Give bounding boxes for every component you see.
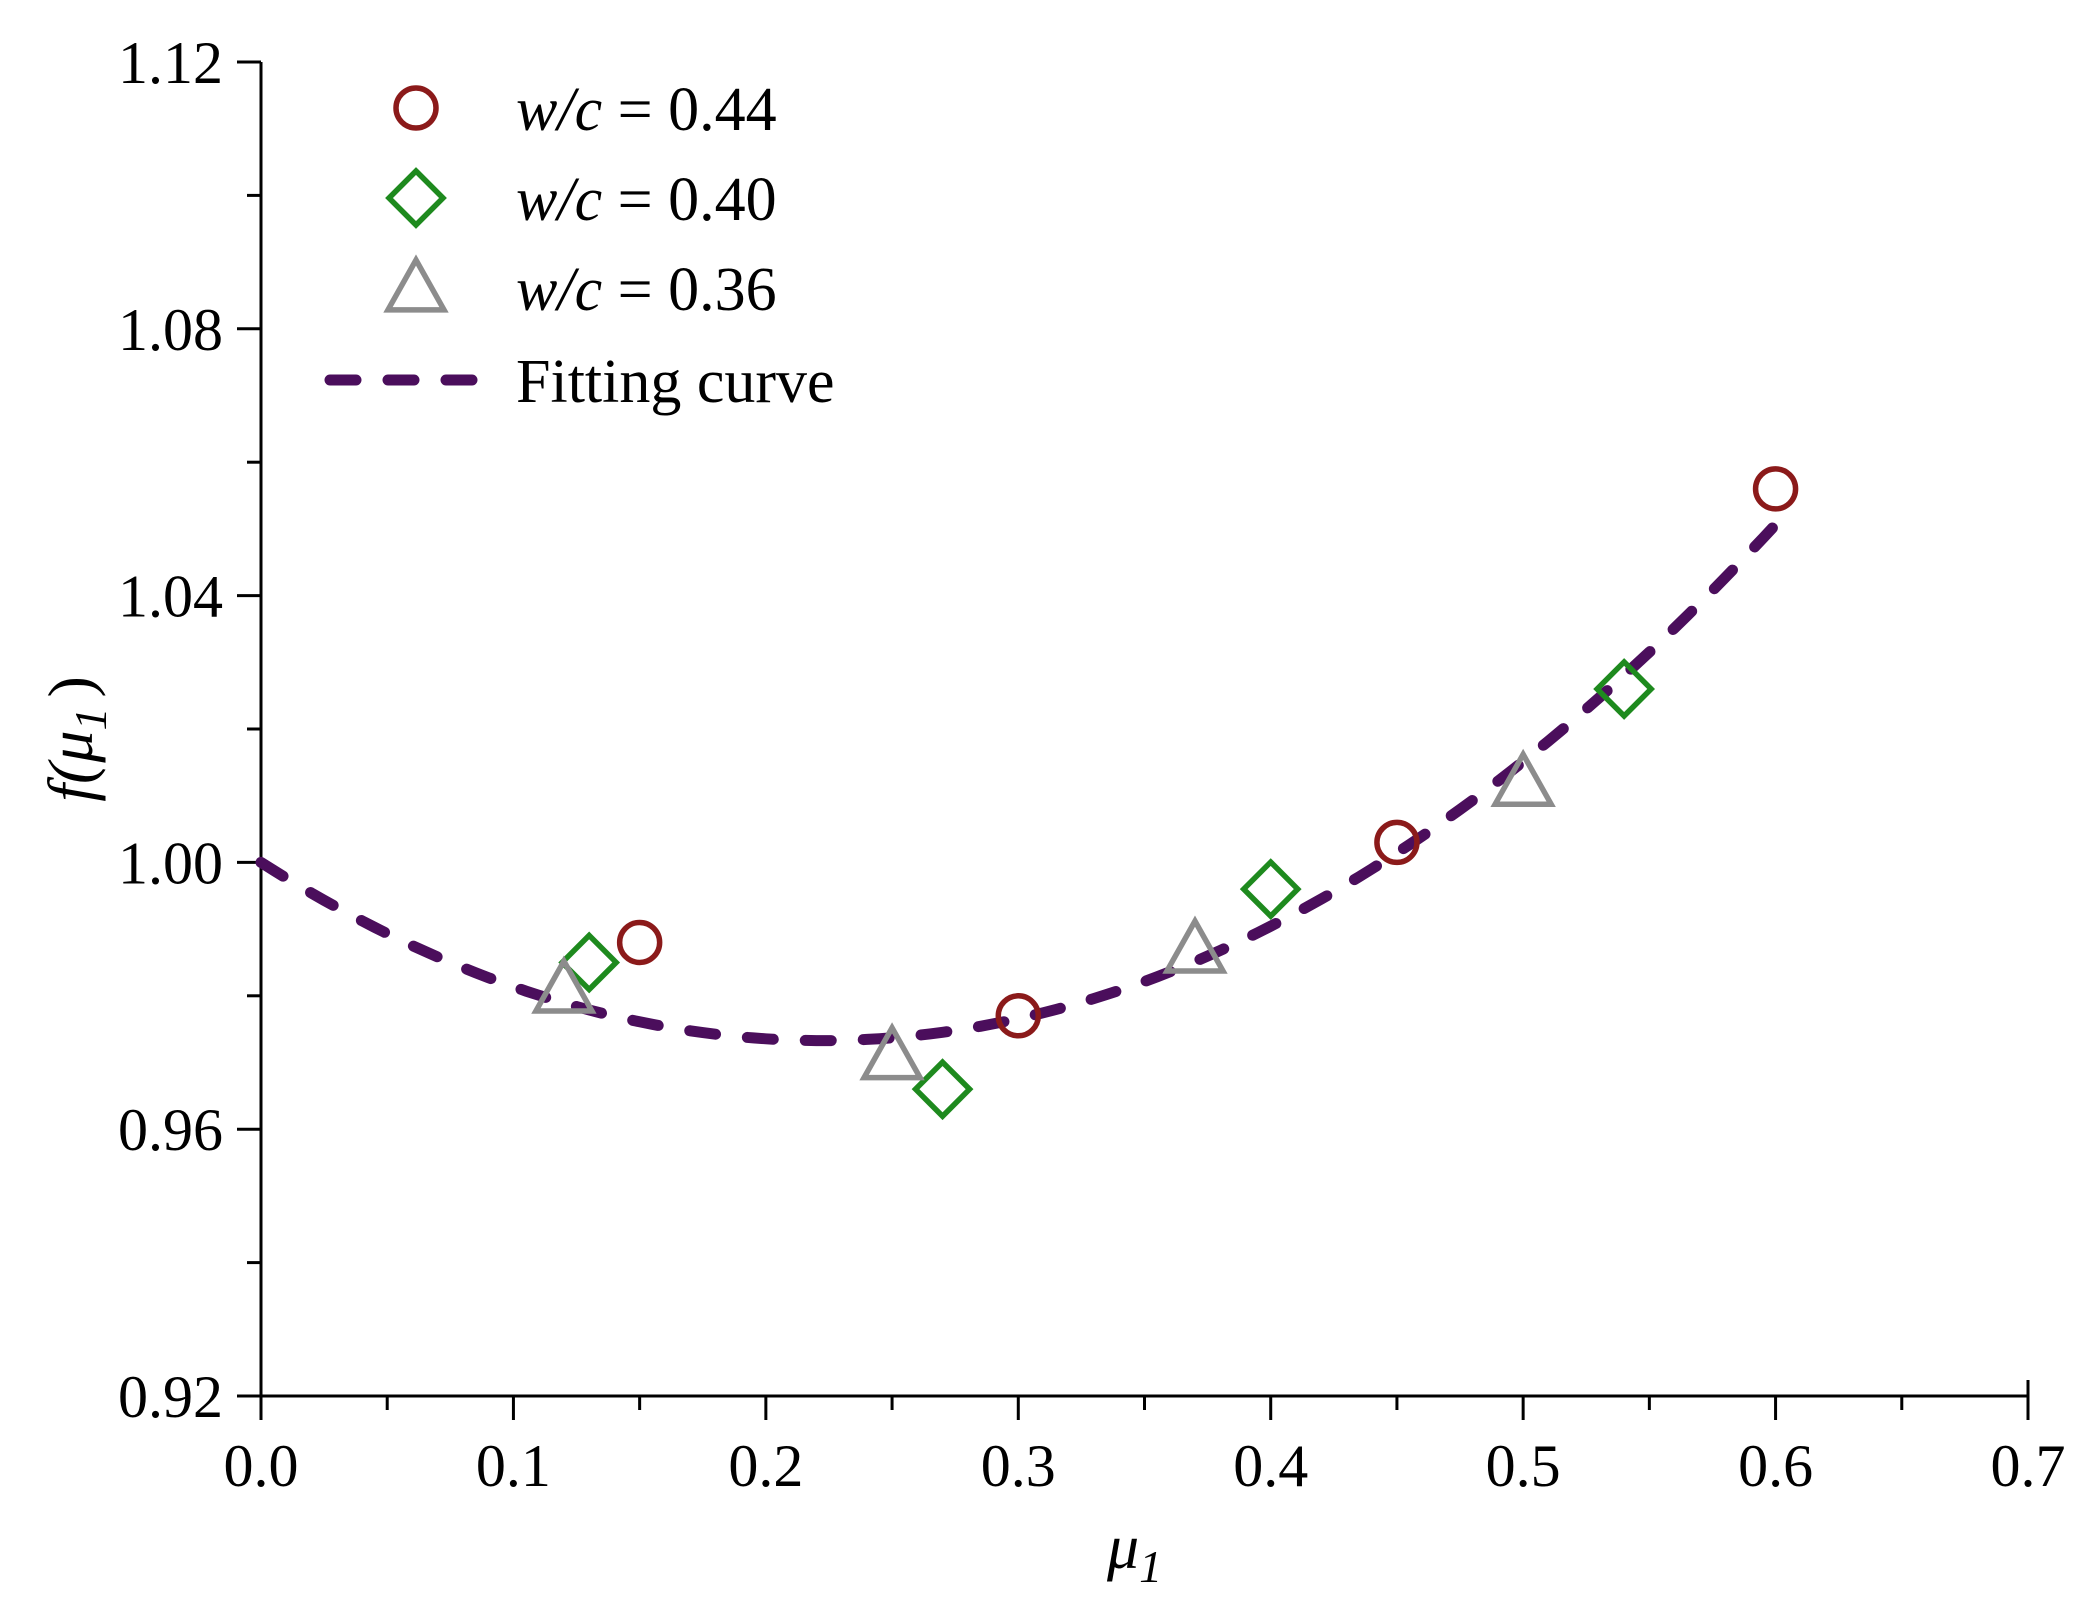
x-tick-label: 0.4 [1233,1433,1308,1499]
legend-label: w/c = 0.40 [516,166,777,234]
x-tick-label: 0.5 [1486,1433,1561,1499]
legend-label-rest: = 0.40 [602,166,776,234]
axis-ticks [237,60,2030,1420]
y-tick-label: 0.96 [118,1097,223,1163]
y-tick-label: 1.04 [118,564,223,630]
y-axis-label-sub: 1 [65,708,116,731]
x-axis-label-main: μ [1106,1511,1139,1582]
point-diamond-series-1 [911,1058,974,1121]
x-tick-label: 0.6 [1738,1433,1813,1499]
point-triangle-series-2 [1162,915,1228,974]
legend-label-rest: = 0.36 [602,256,776,324]
x-tick-label: 0.0 [224,1433,299,1499]
x-tick-label: 0.7 [1991,1433,2066,1499]
point-triangle-series-2 [531,955,597,1014]
legend-label-italic: w/c [516,76,602,144]
x-axis-label-sub: 1 [1139,1541,1162,1592]
point-circle-series-0 [616,919,663,966]
point-diamond-series-1 [558,931,621,994]
point-triangle-series-2 [1490,748,1556,807]
legend-symbol-circle [393,85,439,131]
legend-symbol-diamond [385,167,447,229]
legend-symbol-triangle [383,254,449,313]
data-markers [531,466,1799,1121]
x-tick-label: 0.3 [981,1433,1056,1499]
y-tick-label: 0.92 [118,1364,223,1430]
y-tick-label: 1.08 [118,297,223,363]
tick-labels: 0.0 0.1 0.2 0.3 0.4 0.5 0.6 0.7 0.92 0.96 1.00 1.04… [118,30,2066,1499]
point-diamond-series-1 [1239,858,1302,920]
legend-label: w/c = 0.44 [516,76,777,144]
point-circle-series-0 [1374,819,1420,866]
x-axis-line [261,1380,2030,1398]
y-tick-label: 1.00 [118,830,223,896]
fitting-curve [255,519,1782,1047]
x-tick-label: 0.1 [476,1433,551,1499]
x-tick-label: 0.2 [728,1433,803,1499]
legend-label-italic: w/c [516,166,602,234]
point-circle-series-0 [995,993,1042,1039]
legend-label-italic: w/c [516,256,602,324]
y-axis-label-close: ) [35,676,106,697]
y-axis-label: f(μ1) [35,676,116,802]
legend-label: w/c = 0.36 [516,256,777,324]
y-tick-label: 1.12 [118,30,223,96]
point-diamond-series-1 [1593,658,1656,720]
point-triangle-series-2 [859,1022,925,1081]
legend-label-rest: = 0.44 [602,76,776,144]
x-axis-label: μ1 [1106,1511,1162,1592]
legend-label-fitting-curve: Fitting curve [516,348,835,416]
y-axis-label-main: f(μ [35,731,106,802]
point-circle-series-0 [1752,466,1799,512]
